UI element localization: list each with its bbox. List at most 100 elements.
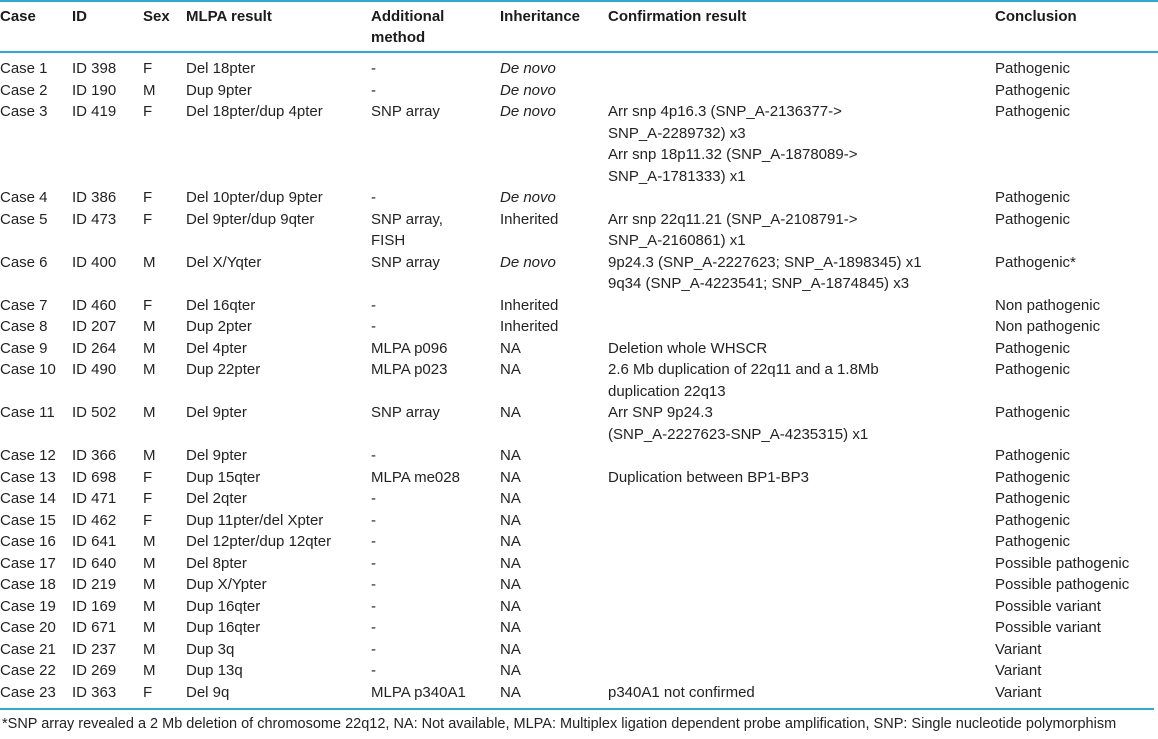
mlpa-result-cell: Dup 22pter — [186, 361, 261, 378]
additional-method-cell: MLPA p340A1 — [371, 683, 466, 701]
mlpa-result-cell: Dup 15qter — [186, 468, 261, 486]
table-row: Case 7 ID 460 F Del 16qter - Inherited N… — [0, 295, 1158, 317]
conclusion-cell: Pathogenic — [995, 339, 1071, 357]
column-header-conclusion: Conclusion — [995, 1, 1158, 53]
table-row: Case 21 ID 237 M Dup 3q - NA Variant — [0, 639, 1158, 661]
conclusion-cell: Possible variant — [995, 619, 1101, 636]
inheritance-cell: NA — [500, 683, 521, 701]
confirmation-result-cell — [608, 617, 995, 639]
inheritance-cell: NA — [500, 554, 521, 572]
confirmation-result-cell — [608, 445, 995, 467]
id-cell: ID 490 — [72, 361, 117, 378]
table-header: Case ID Sex MLPA result Additional metho… — [0, 1, 1158, 53]
table-row: Case 20 ID 671 M Dup 16qter - NA Possibl… — [0, 617, 1158, 639]
id-cell: ID 363 — [72, 683, 117, 701]
confirmation-result-cell: Arr SNP 9p24.3 (SNP_A-2227623-SNP_A-4235… — [608, 404, 869, 443]
additional-method-cell: - — [371, 81, 376, 99]
case-cell: Case 13 — [0, 468, 56, 486]
conclusion-cell: Pathogenic — [995, 210, 1071, 228]
conclusion-cell: Pathogenic — [995, 81, 1071, 99]
sex-cell: M — [143, 404, 156, 421]
additional-method-cell: SNP array — [371, 103, 440, 120]
additional-method-cell: - — [371, 189, 376, 206]
column-header-case: Case — [0, 1, 72, 53]
id-cell: ID 640 — [72, 554, 117, 572]
id-cell: ID 269 — [72, 662, 117, 679]
table-row: Case 16 ID 641 M Del 12pter/dup 12qter -… — [0, 531, 1158, 553]
mlpa-result-cell: Del 16qter — [186, 296, 256, 314]
mlpa-result-cell: Del 18pter — [186, 60, 256, 77]
case-cell: Case 15 — [0, 511, 56, 529]
sex-cell: M — [143, 597, 156, 615]
case-cell: Case 7 — [0, 296, 48, 314]
inheritance-cell: NA — [500, 662, 521, 679]
id-cell: ID 698 — [72, 468, 117, 486]
conclusion-cell: Pathogenic — [995, 60, 1071, 77]
inheritance-cell: NA — [500, 640, 521, 658]
case-cell: Case 10 — [0, 361, 56, 378]
conclusion-cell: Possible variant — [995, 597, 1101, 615]
table-row: Case 4 ID 386 F Del 10pter/dup 9pter - D… — [0, 187, 1158, 209]
conclusion-cell: Pathogenic — [995, 361, 1071, 378]
id-cell: ID 419 — [72, 103, 117, 120]
conclusion-cell: Variant — [995, 683, 1042, 701]
confirmation-result-cell — [608, 80, 995, 102]
conclusion-cell: Non pathogenic — [995, 318, 1101, 335]
table-row: Case 5 ID 473 F Del 9pter/dup 9qter SNP … — [0, 209, 1158, 252]
conclusion-cell: Non pathogenic — [995, 296, 1101, 314]
table-row: Case 1 ID 398 F Del 18pter - De novo Pat… — [0, 52, 1158, 80]
table-row: Case 13 ID 698 F Dup 15qter MLPA me028 N… — [0, 467, 1158, 489]
conclusion-cell: Possible pathogenic — [995, 576, 1130, 593]
inheritance-cell: De novo — [500, 253, 556, 271]
column-header-confirmation-result: Confirmation result — [608, 1, 995, 53]
table-row: Case 6 ID 400 M Del X/Yqter SNP array De… — [0, 252, 1158, 295]
id-cell: ID 219 — [72, 576, 117, 593]
id-cell: ID 264 — [72, 339, 117, 357]
inheritance-cell: NA — [500, 361, 521, 378]
mlpa-result-cell: Dup X/Ypter — [186, 576, 267, 593]
case-cell: Case 5 — [0, 210, 48, 228]
case-cell: Case 9 — [0, 339, 48, 357]
sex-cell: M — [143, 339, 156, 357]
inheritance-cell: NA — [500, 511, 521, 529]
mlpa-result-cell: Del X/Yqter — [186, 253, 262, 271]
mlpa-result-cell: Dup 9pter — [186, 81, 252, 99]
table-row: Case 11 ID 502 M Del 9pter SNP array NA … — [0, 402, 1158, 445]
inheritance-cell: Inherited — [500, 318, 559, 335]
conclusion-cell: Pathogenic — [995, 447, 1071, 464]
inheritance-cell: De novo — [500, 60, 556, 77]
inheritance-cell: NA — [500, 468, 521, 486]
column-header-additional-method: Additional method — [371, 1, 500, 53]
id-cell: ID 237 — [72, 640, 117, 658]
inheritance-cell: NA — [500, 597, 521, 615]
confirmation-result-cell — [608, 531, 995, 553]
column-header-inheritance: Inheritance — [500, 1, 608, 53]
table-row: Case 12 ID 366 M Del 9pter - NA Pathogen… — [0, 445, 1158, 467]
id-cell: ID 190 — [72, 81, 117, 99]
additional-method-cell: - — [371, 318, 376, 335]
additional-method-cell: - — [371, 296, 376, 314]
inheritance-cell: De novo — [500, 189, 556, 206]
conclusion-cell: Pathogenic — [995, 189, 1071, 206]
mlpa-result-cell: Del 10pter/dup 9pter — [186, 189, 323, 206]
table-row: Case 3 ID 419 F Del 18pter/dup 4pter SNP… — [0, 101, 1158, 187]
confirmation-result-cell — [608, 488, 995, 510]
inheritance-cell: De novo — [500, 81, 556, 99]
confirmation-result-cell — [608, 295, 995, 317]
id-cell: ID 366 — [72, 447, 117, 464]
id-cell: ID 386 — [72, 189, 117, 206]
case-cell: Case 3 — [0, 103, 48, 120]
sex-cell: M — [143, 554, 156, 572]
sex-cell: F — [143, 210, 153, 228]
inheritance-cell: NA — [500, 404, 521, 421]
inheritance-cell: NA — [500, 576, 521, 593]
conclusion-cell: Variant — [995, 640, 1042, 658]
id-cell: ID 473 — [72, 210, 117, 228]
sex-cell: M — [143, 640, 156, 658]
mlpa-result-cell: Dup 2pter — [186, 318, 252, 335]
case-cell: Case 19 — [0, 597, 56, 615]
case-cell: Case 6 — [0, 253, 48, 271]
conclusion-cell: Pathogenic — [995, 103, 1071, 120]
sex-cell: M — [143, 576, 156, 593]
mlpa-result-cell: Del 4pter — [186, 339, 247, 357]
